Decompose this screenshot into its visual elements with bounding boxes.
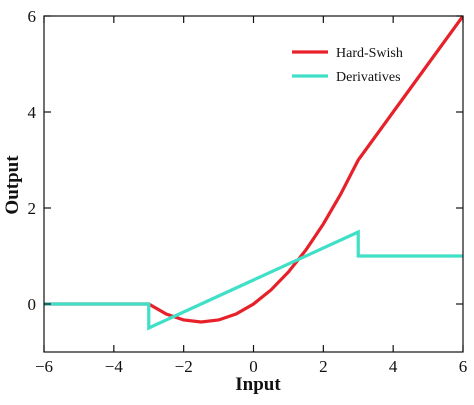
x-axis-label: Input: [235, 374, 281, 395]
plot-area: [44, 16, 463, 331]
legend-label: Derivatives: [336, 70, 401, 85]
x-tick-label: −6: [35, 357, 53, 376]
legend-label: Hard-Swish: [336, 46, 403, 61]
y-tick-label: 6: [28, 7, 37, 26]
plot-frame: [43, 15, 464, 353]
x-tick-label: −4: [105, 357, 124, 376]
y-tick-label: 0: [28, 295, 37, 314]
x-tick-label: 0: [249, 357, 258, 376]
y-axis-label: Output: [2, 155, 23, 215]
series-line-derivatives: [44, 229, 463, 331]
axis-ticks: −6 −4 −2 0 2 4 6 0 2 4 6: [28, 7, 468, 376]
series-line-hard-swish: [44, 16, 463, 324]
x-tick-label: 2: [319, 357, 328, 376]
x-tick-label: −2: [175, 357, 193, 376]
legend: Hard-Swish Derivatives: [292, 46, 403, 85]
y-tick-label: 4: [28, 103, 37, 122]
x-tick-label: 4: [389, 357, 398, 376]
x-tick-label: 6: [459, 357, 468, 376]
y-tick-label: 2: [28, 199, 37, 218]
